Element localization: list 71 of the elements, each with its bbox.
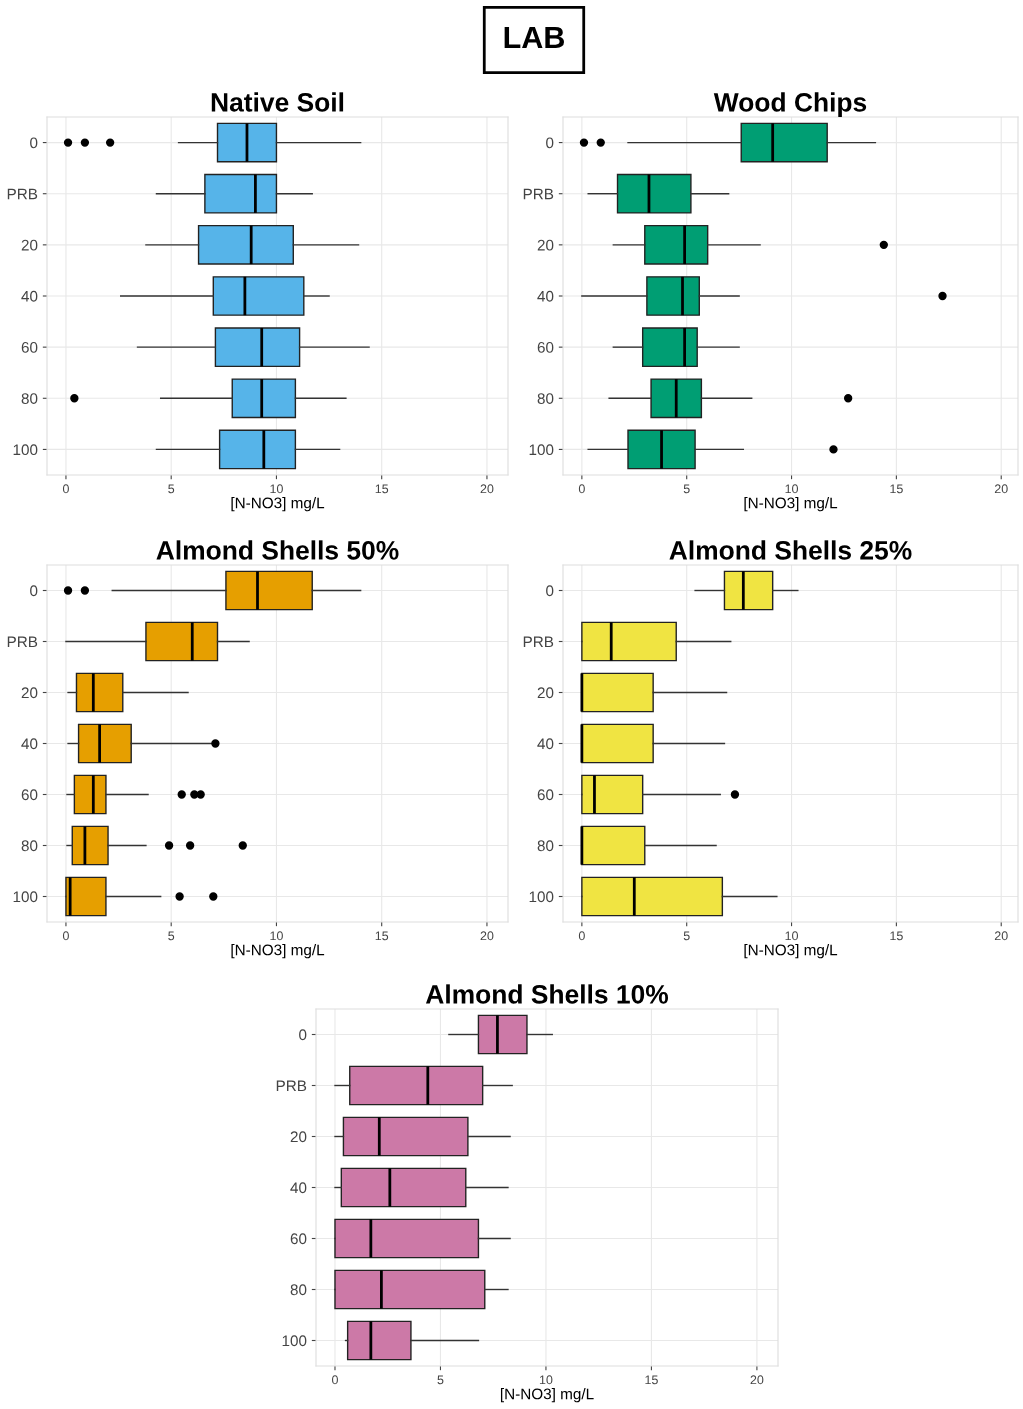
y-tick-label: 100 — [13, 891, 38, 903]
x-tick-label: 15 — [645, 1375, 658, 1385]
y-tick-label: 40 — [537, 738, 554, 750]
x-tick-label: 0 — [62, 484, 69, 494]
text: LAB — [504, 26, 565, 48]
y-tick-label: 20 — [537, 687, 554, 699]
x-tick-label: 0 — [62, 931, 69, 941]
x-tick-label: 5 — [168, 931, 175, 941]
x-axis-title: [N-NO3] mg/L — [500, 1388, 594, 1403]
y-tick-label: 60 — [537, 342, 554, 353]
y-tick-label: 60 — [537, 789, 554, 801]
y-tick-label: 40 — [537, 290, 554, 302]
y-tick-label: 60 — [21, 342, 38, 353]
y-tick-label: 0 — [546, 585, 554, 597]
y-tick-label: 80 — [21, 840, 38, 852]
y-tick-label: 0 — [30, 137, 38, 149]
x-tick-label: 0 — [332, 1375, 338, 1385]
y-tick-label: 80 — [537, 840, 554, 852]
x-tick-label: 5 — [168, 484, 175, 494]
x-tick-label: 5 — [683, 484, 690, 494]
x-tick-label: 20 — [750, 1375, 764, 1385]
y-tick-label: 60 — [290, 1233, 307, 1245]
x-tick-label: 15 — [890, 931, 903, 941]
y-tick-label: 80 — [290, 1284, 307, 1296]
chart-title: Almond Shells 25% — [669, 540, 912, 560]
y-tick-label: 100 — [13, 444, 38, 456]
y-tick-label: 20 — [537, 239, 554, 251]
y-tick-label: 40 — [21, 738, 38, 750]
y-tick-label: 100 — [529, 891, 554, 903]
chart-title: Native Soil — [211, 92, 344, 112]
x-tick-label: 10 — [270, 484, 283, 494]
y-tick-label: PRB — [523, 188, 554, 200]
y-tick-label: PRB — [7, 188, 38, 200]
x-tick-label: 20 — [480, 484, 494, 494]
y-tick-label: 20 — [21, 687, 38, 699]
x-tick-label: 5 — [437, 1375, 444, 1385]
y-tick-label: 0 — [546, 137, 554, 149]
x-tick-label: 10 — [785, 484, 799, 494]
x-axis-title: [N-NO3] mg/L — [231, 497, 325, 512]
x-tick-label: 15 — [375, 931, 389, 941]
x-tick-label: 15 — [375, 484, 389, 494]
y-tick-label: 100 — [282, 1335, 307, 1347]
y-tick-label: 40 — [290, 1182, 307, 1194]
y-tick-label: 100 — [529, 444, 554, 456]
x-tick-label: 10 — [270, 931, 283, 941]
y-tick-label: 0 — [299, 1029, 307, 1041]
y-tick-label: 20 — [290, 1131, 307, 1143]
x-tick-label: 20 — [994, 484, 1008, 494]
x-axis-title: [N-NO3] mg/L — [231, 944, 325, 959]
y-tick-label: 40 — [21, 290, 38, 302]
x-axis-title: [N-NO3] mg/L — [744, 497, 838, 512]
chart-title: Wood Chips — [713, 92, 867, 117]
x-tick-label: 0 — [578, 931, 585, 941]
y-tick-label: PRB — [7, 636, 38, 648]
chart-title: Almond Shells 10% — [425, 984, 669, 1004]
y-tick-label: PRB — [523, 636, 554, 648]
x-tick-label: 0 — [578, 484, 585, 494]
y-tick-label: 60 — [21, 789, 38, 801]
x-tick-label: 20 — [480, 931, 494, 941]
y-tick-label: 0 — [30, 585, 38, 597]
x-tick-label: 10 — [539, 1375, 553, 1385]
x-tick-label: 5 — [683, 931, 690, 941]
y-tick-label: 80 — [21, 393, 38, 404]
y-tick-label: 80 — [537, 393, 554, 404]
y-tick-label: 20 — [21, 239, 38, 251]
x-axis-title: [N-NO3] mg/L — [744, 944, 838, 959]
chart-title: Almond Shells 50% — [156, 540, 399, 560]
x-tick-label: 20 — [994, 931, 1008, 941]
x-tick-label: 10 — [785, 931, 799, 941]
y-tick-label: PRB — [276, 1080, 307, 1092]
x-tick-label: 15 — [890, 484, 903, 494]
